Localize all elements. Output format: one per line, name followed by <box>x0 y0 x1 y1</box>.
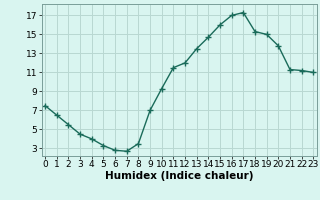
X-axis label: Humidex (Indice chaleur): Humidex (Indice chaleur) <box>105 171 253 181</box>
